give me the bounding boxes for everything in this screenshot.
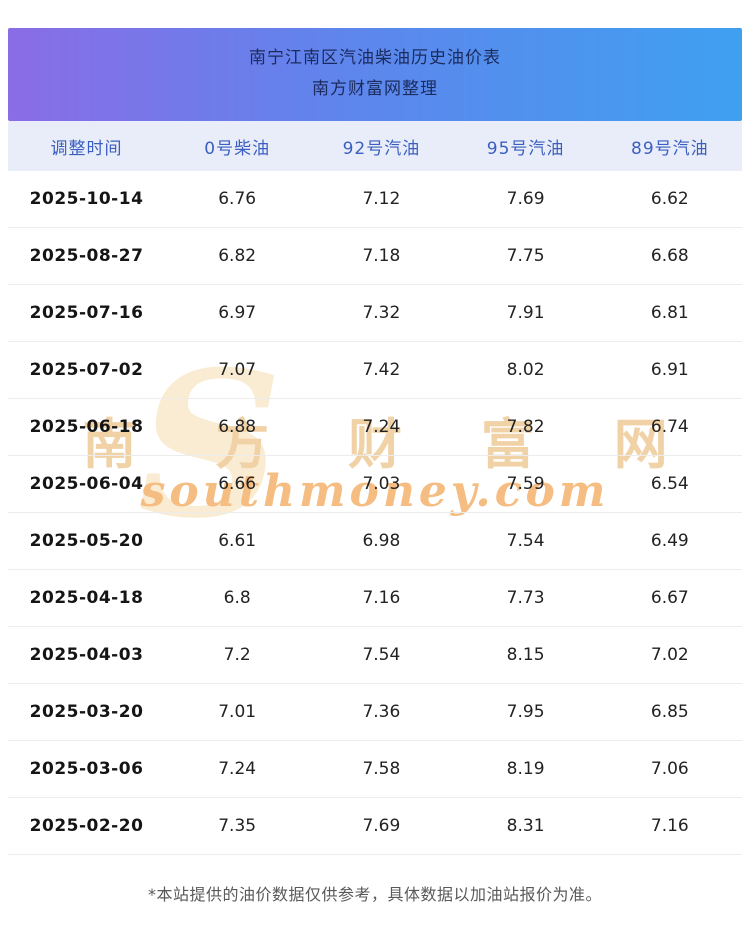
price-cell: 7.95 — [506, 702, 545, 722]
price-cell: 7.54 — [506, 531, 545, 551]
price-cell: 7.16 — [362, 588, 401, 608]
price-cell: 8.31 — [506, 816, 545, 836]
price-cell: 6.82 — [218, 246, 257, 266]
price-cell: 7.24 — [218, 759, 257, 779]
price-cell: 7.16 — [650, 816, 689, 836]
page: S 南 方 财 富 网 southmoney.com 南宁江南区汽油柴油历史油价… — [0, 28, 750, 939]
price-cell: 8.02 — [506, 360, 545, 380]
date-cell: 2025-04-18 — [29, 588, 144, 608]
price-cell: 7.2 — [223, 645, 251, 665]
table-header-row: 调整时间 0号柴油 92号汽油 95号汽油 89号汽油 — [8, 121, 742, 171]
price-table: 调整时间 0号柴油 92号汽油 95号汽油 89号汽油 2025-10-14 6.… — [0, 121, 750, 855]
price-cell: 6.98 — [362, 531, 401, 551]
price-cell: 7.01 — [218, 702, 257, 722]
price-cell: 6.76 — [218, 189, 257, 209]
price-cell: 7.12 — [362, 189, 401, 209]
price-cell: 6.49 — [650, 531, 689, 551]
table-row: 2025-04-03 7.2 7.54 8.15 7.02 — [8, 627, 742, 684]
price-cell: 7.35 — [218, 816, 257, 836]
price-cell: 6.61 — [218, 531, 257, 551]
price-cell: 7.58 — [362, 759, 401, 779]
date-cell: 2025-02-20 — [29, 816, 144, 836]
price-cell: 6.88 — [218, 417, 257, 437]
price-cell: 6.97 — [218, 303, 257, 323]
table-row: 2025-07-02 7.07 7.42 8.02 6.91 — [8, 342, 742, 399]
price-cell: 7.02 — [650, 645, 689, 665]
date-cell: 2025-07-16 — [29, 303, 144, 323]
table-body: 2025-10-14 6.76 7.12 7.69 6.62 2025-08-27 6.82… — [0, 171, 750, 855]
price-cell: 7.69 — [362, 816, 401, 836]
price-cell: 7.06 — [650, 759, 689, 779]
price-cell: 8.19 — [506, 759, 545, 779]
price-cell: 6.8 — [223, 588, 251, 608]
price-cell: 6.54 — [650, 474, 689, 494]
title-banner: 南宁江南区汽油柴油历史油价表 南方财富网整理 — [8, 28, 742, 121]
table-row: 2025-03-20 7.01 7.36 7.95 6.85 — [8, 684, 742, 741]
column-header-gas-95: 95号汽油 — [486, 138, 565, 159]
price-cell: 7.36 — [362, 702, 401, 722]
price-cell: 7.07 — [218, 360, 257, 380]
date-cell: 2025-06-18 — [29, 417, 144, 437]
price-cell: 7.69 — [506, 189, 545, 209]
table-row: 2025-03-06 7.24 7.58 8.19 7.06 — [8, 741, 742, 798]
date-cell: 2025-03-20 — [29, 702, 144, 722]
price-cell: 8.15 — [506, 645, 545, 665]
date-cell: 2025-06-04 — [29, 474, 144, 494]
table-row: 2025-04-18 6.8 7.16 7.73 6.67 — [8, 570, 742, 627]
table-row: 2025-10-14 6.76 7.12 7.69 6.62 — [8, 171, 742, 228]
date-cell: 2025-03-06 — [29, 759, 144, 779]
price-cell: 7.54 — [362, 645, 401, 665]
price-cell: 7.18 — [362, 246, 401, 266]
price-cell: 6.68 — [650, 246, 689, 266]
date-cell: 2025-05-20 — [29, 531, 144, 551]
page-title: 南宁江南区汽油柴油历史油价表 — [249, 48, 501, 68]
date-cell: 2025-04-03 — [29, 645, 144, 665]
price-cell: 7.03 — [362, 474, 401, 494]
price-cell: 6.81 — [650, 303, 689, 323]
table-row: 2025-06-04 6.66 7.03 7.59 6.54 — [8, 456, 742, 513]
price-cell: 7.59 — [506, 474, 545, 494]
date-cell: 2025-10-14 — [29, 189, 144, 209]
footer-note: *本站提供的油价数据仅供参考，具体数据以加油站报价为准。 — [147, 885, 602, 904]
table-row: 2025-08-27 6.82 7.18 7.75 6.68 — [8, 228, 742, 285]
price-cell: 6.62 — [650, 189, 689, 209]
price-cell: 6.91 — [650, 360, 689, 380]
column-header-gas-89: 89号汽油 — [631, 138, 709, 159]
column-header-gas-92: 92号汽油 — [342, 138, 421, 159]
table-row: 2025-05-20 6.61 6.98 7.54 6.49 — [8, 513, 742, 570]
price-cell: 6.67 — [650, 588, 689, 608]
table-row: 2025-06-18 6.88 7.24 7.82 6.74 — [8, 399, 742, 456]
column-header-diesel-0: 0号柴油 — [204, 138, 271, 159]
price-cell: 7.42 — [362, 360, 401, 380]
date-cell: 2025-08-27 — [29, 246, 144, 266]
price-cell: 7.73 — [506, 588, 545, 608]
table-row: 2025-07-16 6.97 7.32 7.91 6.81 — [8, 285, 742, 342]
table-row: 2025-02-20 7.35 7.69 8.31 7.16 — [8, 798, 742, 855]
column-header-date: 调整时间 — [50, 138, 123, 159]
page-subtitle: 南方财富网整理 — [312, 79, 438, 99]
date-cell: 2025-07-02 — [29, 360, 144, 380]
price-cell: 7.91 — [506, 303, 545, 323]
price-cell: 7.32 — [362, 303, 401, 323]
price-cell: 7.82 — [506, 417, 545, 437]
price-cell: 6.74 — [650, 417, 689, 437]
price-cell: 6.66 — [218, 474, 257, 494]
price-cell: 7.75 — [506, 246, 545, 266]
price-cell: 6.85 — [650, 702, 689, 722]
price-cell: 7.24 — [362, 417, 401, 437]
